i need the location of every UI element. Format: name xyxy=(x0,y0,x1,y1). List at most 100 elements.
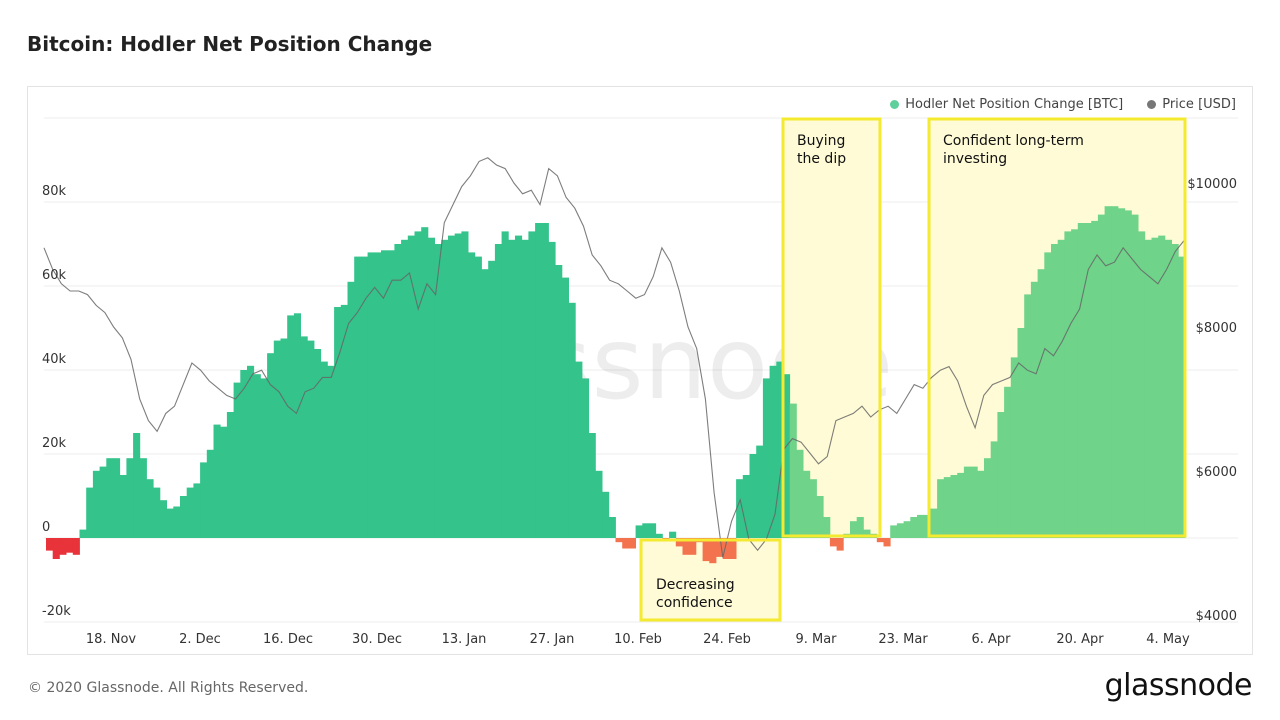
hodler-bar xyxy=(1124,210,1132,538)
hodler-bar xyxy=(421,227,429,538)
hodler-bar xyxy=(555,265,563,538)
hodler-bar xyxy=(1030,281,1038,538)
y-right-tick-label: $6000 xyxy=(1196,465,1237,480)
hodler-bar xyxy=(876,538,884,543)
x-tick-label: 9. Mar xyxy=(795,632,837,647)
hodler-bar xyxy=(293,313,301,538)
hodler-bar xyxy=(106,458,114,538)
hodler-bar xyxy=(1071,229,1079,539)
hodler-bar xyxy=(133,433,141,538)
hodler-bar xyxy=(441,239,449,539)
hodler-bar xyxy=(267,353,275,538)
legend-item-price[interactable]: Price [USD] xyxy=(1147,97,1236,112)
hodler-bar xyxy=(829,538,837,547)
hodler-bar xyxy=(146,479,154,538)
hodler-bar xyxy=(749,454,757,538)
hodler-bar xyxy=(126,458,134,538)
hodler-bar xyxy=(943,477,951,538)
legend-item-hodler[interactable]: Hodler Net Position Change [BTC] xyxy=(890,97,1123,112)
hodler-bar xyxy=(575,361,583,538)
y-right-tick-label: $4000 xyxy=(1196,609,1237,624)
hodler-bar xyxy=(92,470,100,538)
hodler-bar xyxy=(521,239,529,539)
y-left-tick-label: 0 xyxy=(42,520,50,535)
hodler-bar xyxy=(52,538,60,559)
hodler-bar xyxy=(1097,214,1105,538)
hodler-bar xyxy=(702,538,710,562)
x-tick-label: 18. Nov xyxy=(86,632,136,647)
hodler-bar xyxy=(736,479,744,538)
annotation-borders xyxy=(639,117,1187,622)
hodler-bar xyxy=(206,449,214,538)
hodler-bar xyxy=(508,239,516,539)
legend-swatch-hodler xyxy=(890,100,900,109)
hodler-bar xyxy=(166,508,174,538)
hodler-bar xyxy=(72,538,80,555)
hodler-bar xyxy=(79,529,87,538)
hodler-bar xyxy=(314,349,322,538)
hodler-bar xyxy=(66,538,74,553)
hodler-bar xyxy=(468,252,476,538)
hodler-bar xyxy=(367,252,375,538)
price-line xyxy=(43,157,1185,558)
hodler-bar xyxy=(756,445,764,538)
hodler-bar xyxy=(816,496,824,538)
hodler-bars xyxy=(46,206,1186,564)
hodler-bar xyxy=(796,449,804,538)
hodler-bar xyxy=(608,517,616,538)
hodler-bar xyxy=(86,487,94,538)
hodler-bar xyxy=(407,235,415,538)
annotation-text: the dip xyxy=(797,151,846,167)
x-tick-label: 20. Apr xyxy=(1056,632,1104,647)
hodler-bar xyxy=(394,244,402,538)
hodler-bar xyxy=(615,538,623,543)
hodler-bar xyxy=(783,374,791,538)
hodler-bar xyxy=(213,424,221,538)
hodler-bar xyxy=(1138,231,1146,538)
chart-title: Bitcoin: Hodler Net Position Change xyxy=(27,32,433,56)
hodler-bar xyxy=(153,487,161,538)
legend-label-price: Price [USD] xyxy=(1162,97,1236,112)
hodler-bar xyxy=(220,426,228,538)
hodler-bar xyxy=(340,304,348,538)
hodler-bar xyxy=(501,231,509,538)
hodler-bar xyxy=(769,365,777,538)
hodler-bar xyxy=(535,223,543,538)
brand-logo: glassnode xyxy=(1104,668,1253,703)
y-axis-right: $10000 $8000 $6000 $4000 xyxy=(1187,177,1237,624)
hodler-bar xyxy=(287,315,295,538)
hodler-bar xyxy=(488,260,496,538)
copyright-footer: © 2020 Glassnode. All Rights Reserved. xyxy=(28,680,309,696)
hodler-bar xyxy=(427,237,435,538)
hodler-bar xyxy=(682,538,690,555)
y-left-tick-label: 80k xyxy=(42,184,67,199)
hodler-bar xyxy=(963,466,971,538)
hodler-bar xyxy=(247,365,255,538)
hodler-bar xyxy=(997,412,1005,538)
hodler-bar xyxy=(856,517,864,538)
hodler-bar xyxy=(1144,239,1152,539)
box-decreasing-confidence xyxy=(639,538,782,622)
hodler-bar xyxy=(823,517,831,538)
hodler-bar xyxy=(568,302,576,538)
hodler-bar xyxy=(1164,239,1172,539)
hodler-bar xyxy=(474,256,482,538)
hodler-bar xyxy=(809,479,817,538)
hodler-bar xyxy=(716,538,724,557)
hodler-bar xyxy=(1057,239,1065,539)
hodler-bar xyxy=(1131,214,1139,538)
hodler-bar xyxy=(722,538,730,559)
hodler-bar xyxy=(541,223,549,538)
hodler-bar xyxy=(923,514,931,538)
hodler-bar xyxy=(1111,206,1119,538)
hodler-bar xyxy=(803,470,811,538)
hodler-bar xyxy=(863,529,871,538)
hodler-bar xyxy=(515,235,523,538)
hodler-bar xyxy=(729,538,737,559)
hodler-bar xyxy=(273,340,281,538)
hodler-bar xyxy=(159,500,167,538)
hodler-bar xyxy=(200,462,208,538)
chart-frame xyxy=(27,86,1253,655)
hodler-bar xyxy=(434,244,442,538)
hodler-bar xyxy=(1091,220,1099,538)
